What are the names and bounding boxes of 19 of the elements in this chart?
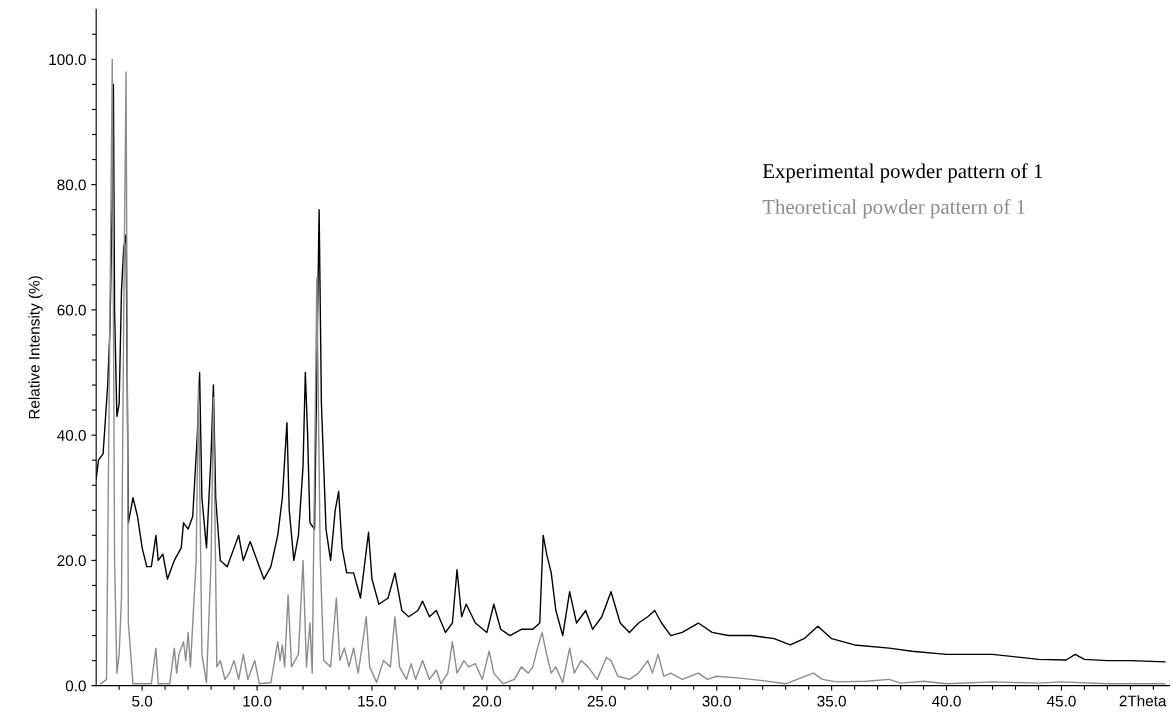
x-tick-label: 20.0 [472, 695, 502, 707]
y-tick-label: 40.0 [57, 430, 86, 441]
y-tick-label: 80.0 [57, 179, 86, 191]
x-tick-label: 25.0 [587, 695, 617, 707]
x-tick-label: 45.0 [1046, 695, 1076, 707]
x-tick-label: 15.0 [358, 695, 387, 707]
x-tick-label: 5.0 [132, 695, 153, 707]
y-tick-label: 60.0 [57, 304, 86, 316]
x-tick-label: 30.0 [702, 695, 731, 707]
x-tick-label: 40.0 [932, 695, 961, 707]
x-tick-label: 10.0 [243, 695, 272, 707]
text: Theoretical powder pattern of 1 [762, 199, 1025, 219]
y-axis-title: Relative Intensity (%) [28, 276, 43, 419]
y-tick-label: 100.0 [49, 54, 86, 66]
x-axis-title: 2Theta [1119, 695, 1167, 707]
y-tick-label: 0.0 [65, 680, 86, 692]
y-tick-label: 20.0 [57, 555, 86, 567]
text: Experimental powder pattern of 1 [762, 163, 1043, 183]
x-tick-label: 35.0 [817, 695, 846, 707]
